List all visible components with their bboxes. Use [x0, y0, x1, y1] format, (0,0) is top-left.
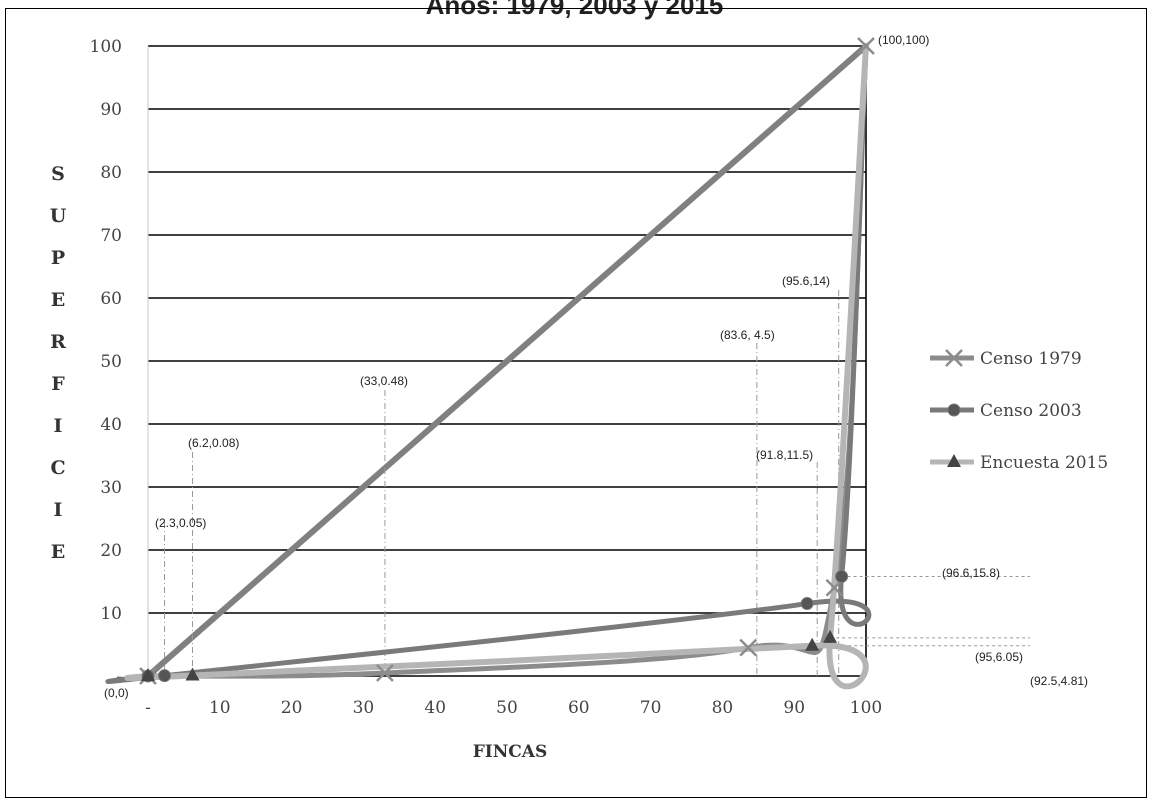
data-label: (92.5,4.81): [1030, 674, 1088, 688]
data-point: [945, 349, 963, 367]
data-point: [947, 403, 961, 417]
data-label: (100,100): [878, 33, 929, 47]
legend-label: Censo 1979: [980, 349, 1082, 369]
legend-label: Censo 2003: [980, 401, 1082, 421]
series-line: [124, 43, 869, 690]
data-label: (2.3,0.05): [155, 516, 206, 530]
y-tick-label: 10: [100, 604, 122, 624]
y-axis-label-letter: I: [54, 499, 63, 521]
y-tick-label: 20: [100, 541, 122, 561]
y-tick-label: 70: [100, 226, 122, 246]
y-tick-label: 30: [100, 478, 122, 498]
x-tick-label: 10: [209, 698, 231, 718]
x-tick-label: 60: [568, 698, 590, 718]
x-tick-label: -: [145, 698, 151, 718]
data-point: [185, 667, 200, 681]
x-tick-label: 40: [424, 698, 446, 718]
x-tick-label: 100: [850, 698, 882, 718]
y-axis-label-letter: C: [50, 457, 65, 479]
y-tick-label: 90: [100, 100, 122, 120]
x-tick-label: 50: [496, 698, 518, 718]
y-axis-label-letter: P: [51, 247, 65, 269]
y-tick-label: 60: [100, 289, 122, 309]
y-axis-label-letter: F: [51, 373, 65, 395]
data-label: (95.6,14): [782, 274, 830, 288]
y-tick-label: -: [116, 667, 122, 687]
data-label: (96.6,15.8): [942, 566, 1000, 580]
y-axis-label-letter: S: [51, 163, 65, 185]
data-label: (91.8,11.5): [756, 448, 813, 462]
legend-label: Encuesta 2015: [980, 453, 1108, 473]
x-tick-label: 20: [281, 698, 303, 718]
data-label: (95,6.05): [975, 650, 1023, 664]
equality-line: [145, 43, 869, 679]
y-axis-label-letter: E: [51, 541, 65, 563]
data-point: [800, 597, 814, 611]
y-axis-label-letter: E: [51, 289, 65, 311]
y-axis-label-letter: R: [50, 331, 66, 353]
data-label: (6.2,0.08): [188, 436, 239, 450]
data-label: (83.6, 4.5): [720, 328, 775, 342]
data-label: (0,0): [104, 686, 129, 700]
x-tick-label: 90: [783, 698, 805, 718]
x-tick-label: 30: [353, 698, 375, 718]
data-label: (33,0.48): [360, 374, 408, 388]
chart-title: Años: 1979, 2003 y 2015: [425, 0, 724, 20]
x-tick-label: 70: [640, 698, 662, 718]
y-tick-label: 40: [100, 415, 122, 435]
data-point: [835, 569, 849, 583]
data-point: [376, 664, 394, 682]
x-axis-label: FINCAS: [473, 742, 548, 762]
x-tick-label: 80: [712, 698, 734, 718]
y-tick-label: 100: [90, 37, 122, 57]
data-point: [947, 454, 961, 467]
data-point: [141, 668, 155, 681]
y-tick-label: 50: [100, 352, 122, 372]
y-tick-label: 80: [100, 163, 122, 183]
data-point: [823, 629, 838, 643]
data-point: [805, 637, 820, 651]
data-point: [739, 638, 758, 657]
y-axis-label-letter: U: [50, 205, 67, 227]
data-point: [857, 37, 875, 55]
data-point: [158, 669, 172, 683]
y-axis-label-letter: I: [54, 415, 63, 437]
